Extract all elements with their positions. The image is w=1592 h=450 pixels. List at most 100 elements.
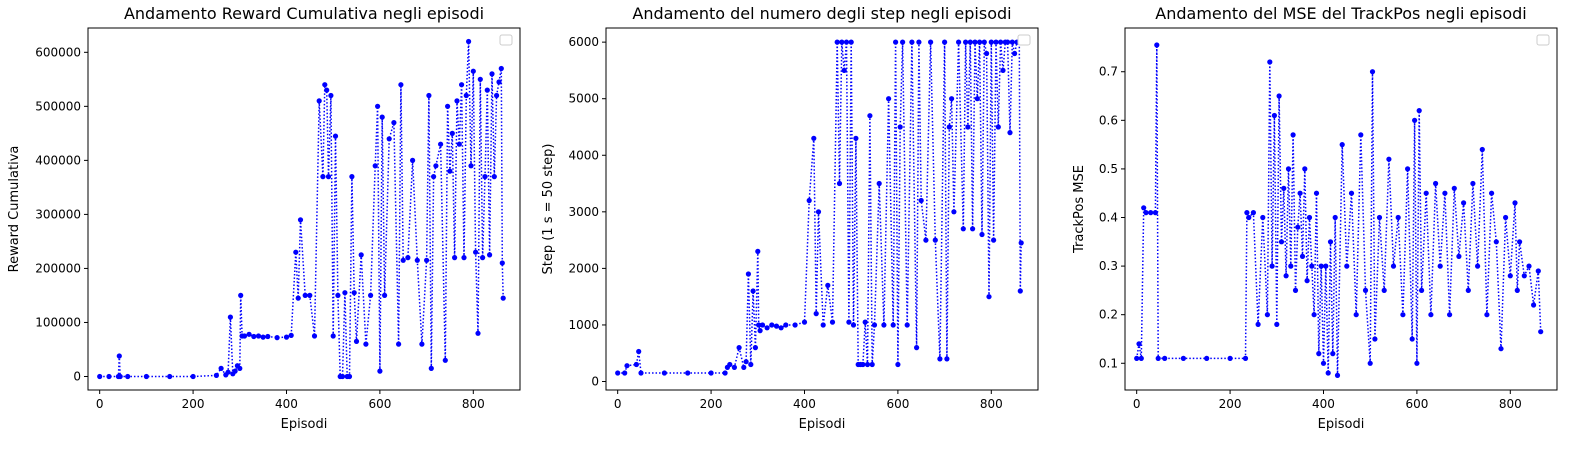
data-point [876,180,882,187]
data-point [1302,166,1308,172]
data-point [190,373,196,380]
data-point [1348,190,1355,196]
x-axis-label: Episodi [281,417,328,432]
data-point [722,370,728,376]
data-point [97,373,103,380]
data-point [801,319,808,325]
y-tick-label: 6000 [568,35,599,49]
data-point [1000,67,1006,73]
x-tick-label: 600 [1405,397,1428,411]
data-point [1162,355,1168,361]
data-point [1299,253,1306,259]
data-point [1489,190,1495,196]
data-point [914,345,920,351]
data-point [633,361,640,368]
data-point [410,157,416,163]
x-tick-label: 400 [1312,397,1335,411]
legend-box [1017,34,1031,46]
data-point [1507,273,1513,279]
data-point [846,319,852,325]
data-point [438,141,444,147]
data-point [1330,351,1336,357]
data-point [491,174,497,180]
data-point [368,292,374,298]
data-point [1274,321,1280,327]
data-point [1353,312,1359,318]
data-point [445,103,451,109]
data-point [1017,288,1023,294]
data-point [375,103,381,109]
data-point [246,331,252,337]
data-point [1018,240,1024,246]
data-point [283,334,290,340]
data-point [116,353,122,359]
data-point [470,68,476,74]
data-point [1367,360,1373,366]
data-point [1311,312,1317,318]
data-point [167,373,173,380]
data-point [1332,214,1338,221]
data-point [1512,200,1518,206]
data-point [890,322,896,328]
data-point [1309,263,1315,269]
data-point [487,252,493,258]
data-point [951,209,957,215]
data-point [484,87,490,93]
data-point [1423,190,1429,196]
data-point [302,292,308,298]
data-point [1395,214,1401,221]
plot-frame [87,27,521,391]
data-point [452,255,458,261]
data-point [750,288,756,294]
data-point [1009,39,1015,45]
data-point [1369,69,1376,75]
data-point [1242,355,1249,361]
data-point [358,252,364,258]
data-point [1475,263,1481,269]
data-point [825,282,831,288]
data-point [895,361,901,368]
data-point [288,332,294,338]
y-tick-label: 300000 [35,207,81,221]
data-point [1412,117,1418,123]
data-point [372,163,378,169]
data-point [1484,312,1490,318]
data-point [382,292,388,298]
data-point [456,141,462,147]
y-tick-label: 500000 [35,99,81,113]
data-point [238,292,244,298]
data-point [1386,156,1392,162]
plot-frame [605,27,1039,391]
data-point [1227,355,1233,361]
y-tick-label: 5000 [568,92,599,106]
data-point [468,163,474,169]
data-point [963,39,969,45]
data-point [1400,312,1406,318]
data-point [995,124,1001,130]
data-point [251,333,257,340]
y-tick-label: 1000 [568,318,599,332]
y-axis-label: Reward Cumulativa [7,146,22,273]
data-point [1148,210,1154,216]
data-point [981,39,987,45]
data-point [398,82,404,88]
data-point [743,359,749,365]
data-point [748,361,754,368]
data-point [834,39,840,45]
data-point [993,39,999,45]
x-tick-label: 0 [96,397,104,411]
y-tick-label: 0.3 [1099,259,1118,273]
chart-panel-3: Andamento del MSE del TrackPos negli epi… [1072,4,1558,432]
data-point [353,338,360,344]
x-tick-label: 200 [1219,397,1242,411]
chart-panel-1: Andamento Reward Cumulativa negli episod… [7,4,521,432]
data-point [143,373,149,380]
data-point [332,133,339,139]
data-point [498,65,504,72]
y-tick-label: 0.4 [1099,211,1118,225]
data-point [218,365,224,371]
data-point [328,92,334,99]
data-point [232,368,238,374]
data-point [433,163,439,169]
data-point [1372,336,1378,342]
